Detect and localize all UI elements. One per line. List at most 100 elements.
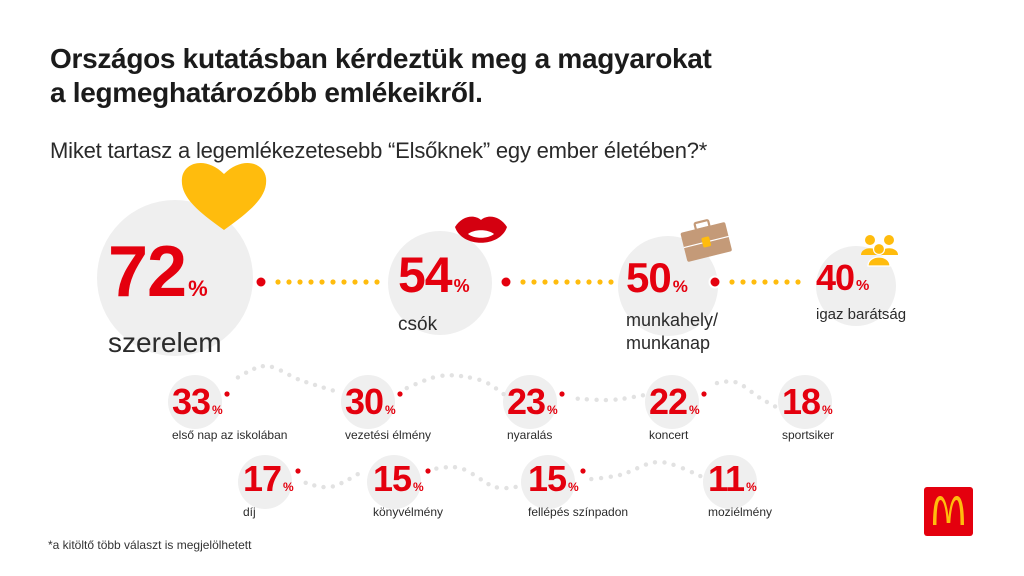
path-dot (478, 477, 483, 482)
path-dot (339, 480, 344, 486)
path-dot (422, 378, 427, 383)
title-line-2: a legmeghatározóbb emlékeikről. (50, 77, 483, 108)
stat-number: 18 (782, 381, 821, 422)
connector-dot (784, 279, 790, 285)
stat-label: díj (243, 505, 256, 520)
path-dot (689, 470, 695, 475)
connector-red-dot (397, 391, 403, 397)
person-head (865, 235, 875, 245)
path-dot (698, 473, 703, 479)
path-dot (513, 484, 518, 490)
path-dot (493, 386, 499, 391)
stat-item: 40% igaz barátság (816, 260, 907, 325)
percent-sign: % (212, 403, 223, 417)
path-dot (640, 393, 646, 398)
briefcase-handle (693, 219, 711, 231)
connector-dot (275, 279, 281, 285)
path-dot (287, 372, 292, 378)
connector-start-dot (708, 275, 722, 289)
stat-value: 23% (507, 384, 558, 427)
path-dot (304, 379, 309, 385)
title-line-1: Országos kutatásban kérdeztük meg a magy… (50, 43, 712, 74)
stat-value: 30% (345, 384, 431, 427)
percent-sign: % (283, 480, 294, 494)
stat-label: nyaralás (507, 428, 553, 443)
connector-dot (553, 279, 559, 285)
path-dot (643, 462, 649, 467)
footnote: *a kitöltő több választ is megjelölhetet… (48, 538, 252, 552)
connector-dot (308, 279, 314, 285)
percent-sign: % (547, 403, 558, 417)
path-dot (584, 397, 590, 402)
stat-number: 11 (708, 458, 745, 499)
path-dot (613, 397, 618, 402)
lips-shape (455, 216, 507, 243)
mcdonalds-logo-icon (924, 487, 973, 536)
connector-dot (363, 279, 369, 285)
path-dot (652, 460, 658, 465)
connector-dot (597, 279, 603, 285)
stat-value: 15% (373, 461, 443, 504)
connector-dot (795, 279, 801, 285)
connector-dot (542, 279, 548, 285)
path-dot (486, 481, 491, 487)
path-dot (733, 379, 738, 385)
stat-label: igaz barátság (816, 306, 907, 324)
connector-dot (286, 279, 292, 285)
stat-label: könyvélmény (373, 505, 444, 520)
path-dot (594, 397, 599, 403)
lips-icon (455, 216, 507, 243)
path-dot (252, 366, 257, 371)
briefcase-clasp (701, 236, 712, 248)
stat-label: vezetési élmény (345, 428, 432, 443)
path-dot (321, 385, 326, 390)
path-dot (501, 391, 506, 397)
connector-dot (729, 279, 735, 285)
percent-sign: % (453, 276, 470, 296)
percent-sign: % (689, 403, 700, 417)
percent-sign: % (746, 480, 757, 494)
percent-sign: % (672, 277, 688, 296)
path-dot (312, 382, 318, 388)
percent-sign: % (856, 277, 870, 294)
bg-circle (703, 455, 757, 509)
connector-red-dot (295, 468, 301, 474)
bg-circle (645, 375, 699, 429)
path-dot (321, 484, 326, 490)
path-dot (617, 472, 623, 478)
stat-item: 23% nyaralás (507, 384, 558, 444)
stat-value: 17% (243, 461, 294, 504)
stat-item: 17% díj (243, 461, 294, 521)
stat-label: koncert (649, 428, 689, 443)
connector-red-dot (701, 391, 707, 397)
path-dot (235, 375, 241, 380)
stat-value: 40% (816, 260, 906, 303)
stat-number: 40 (816, 257, 855, 298)
path-dot (575, 396, 580, 401)
percent-sign: % (568, 480, 579, 494)
path-dot (430, 375, 436, 380)
path-dot (461, 467, 467, 472)
percent-sign: % (413, 480, 424, 494)
stat-item: 15% fellépés színpadon (528, 461, 628, 521)
path-dot (477, 377, 482, 383)
path-dot (603, 397, 609, 403)
bg-circle (367, 455, 421, 509)
stat-value: 22% (649, 384, 700, 427)
percent-sign: % (822, 403, 833, 417)
percent-sign: % (385, 403, 396, 417)
stat-number: 54 (398, 247, 453, 303)
briefcase-icon (680, 219, 732, 262)
path-dot (295, 376, 301, 382)
stat-number: 72 (108, 232, 187, 312)
path-dot (355, 472, 360, 477)
path-dot (626, 469, 631, 475)
connector-dot (740, 279, 746, 285)
path-dot (312, 483, 317, 488)
path-dot (260, 363, 266, 369)
stat-item: 15% könyvélmény (373, 461, 444, 521)
stat-label: moziélmény (708, 505, 773, 520)
connector-dot (319, 279, 325, 285)
path-dot (504, 485, 509, 491)
path-dot (598, 475, 604, 481)
